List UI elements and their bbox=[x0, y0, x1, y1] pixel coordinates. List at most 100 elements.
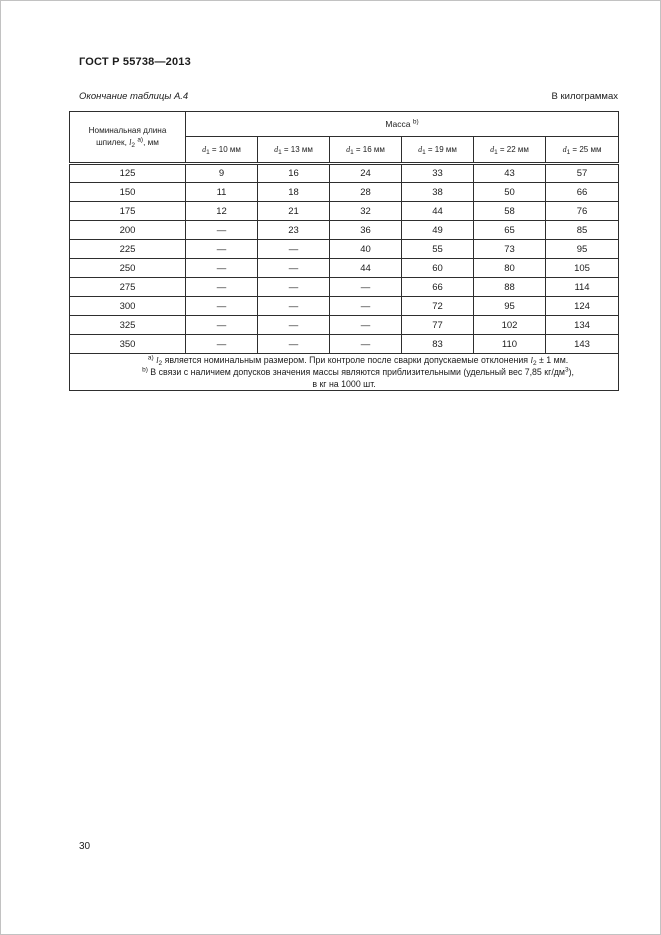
mass-cell: 124 bbox=[544, 296, 620, 316]
table-caption-row: Окончание таблицы А.4 В килограммах bbox=[79, 91, 618, 102]
mass-cell: 95 bbox=[544, 239, 620, 259]
mass-cell: 32 bbox=[329, 201, 402, 221]
mass-cell: — bbox=[329, 296, 402, 316]
diameter-header-cell: d1 = 13 мм bbox=[257, 136, 330, 164]
mass-cell: 83 bbox=[401, 334, 474, 354]
mass-cell: — bbox=[185, 220, 258, 240]
mass-cell: — bbox=[329, 277, 402, 297]
mass-cell: — bbox=[257, 258, 330, 278]
mass-cell: — bbox=[185, 315, 258, 335]
table-row: 350— — —83 110 143 bbox=[69, 334, 620, 354]
length-cell: 225 bbox=[69, 239, 186, 259]
length-header-line1: Номинальная длина bbox=[88, 125, 167, 135]
length-cell: 325 bbox=[69, 315, 186, 335]
length-cell: 300 bbox=[69, 296, 186, 316]
mass-cell: — bbox=[257, 315, 330, 335]
mass-cell: — bbox=[185, 258, 258, 278]
mass-cell: 38 bbox=[401, 182, 474, 202]
table-row: 125 9 16 24 33 43 57 bbox=[69, 162, 620, 183]
mass-cell: — bbox=[185, 334, 258, 354]
table-row: 325— — —77 102 134 bbox=[69, 315, 620, 335]
mass-cell: 16 bbox=[257, 162, 330, 183]
mass-cell: 28 bbox=[329, 182, 402, 202]
mass-cell: — bbox=[257, 239, 330, 259]
length-cell: 350 bbox=[69, 334, 186, 354]
diameter-header-row: d1 = 10 мм d1 = 13 мм d1 = 16 мм d1 = 19 мм… bbox=[70, 136, 620, 164]
mass-column-header: Масса b) bbox=[184, 111, 620, 137]
mass-cell: — bbox=[329, 334, 402, 354]
length-cell: 200 bbox=[69, 220, 186, 240]
mass-cell: 18 bbox=[257, 182, 330, 202]
length-cell: 275 bbox=[69, 277, 186, 297]
length-cell: 175 bbox=[69, 201, 186, 221]
mass-cell: 72 bbox=[401, 296, 474, 316]
table-row: 150 11 18 28 38 50 66 bbox=[69, 182, 620, 202]
mass-cell: — bbox=[257, 334, 330, 354]
diameter-header-cell: d1 = 25 мм bbox=[544, 136, 620, 164]
table-footnotes: a) l2 является номинальным размером. При… bbox=[68, 352, 620, 392]
mass-cell: — bbox=[257, 296, 330, 316]
mass-cell: 65 bbox=[473, 220, 546, 240]
mass-cell: 80 bbox=[473, 258, 546, 278]
mass-cell: 21 bbox=[257, 201, 330, 221]
mass-cell: 134 bbox=[544, 315, 620, 335]
document-number: ГОСТ Р 55738—2013 bbox=[79, 56, 191, 68]
footnote-a: a) l2 является номинальным размером. При… bbox=[147, 354, 569, 367]
units-note: В килограммах bbox=[551, 91, 619, 102]
mass-cell: 12 bbox=[185, 201, 258, 221]
diameter-header-cell: d1 = 19 мм bbox=[401, 136, 474, 164]
mass-cell: 24 bbox=[329, 162, 402, 183]
mass-cell: 114 bbox=[544, 277, 620, 297]
length-cell: 150 bbox=[69, 182, 186, 202]
diameter-header-cell: d1 = 22 мм bbox=[473, 136, 546, 164]
mass-cell: 110 bbox=[473, 334, 546, 354]
mass-cell: 95 bbox=[473, 296, 546, 316]
mass-cell: 40 bbox=[329, 239, 402, 259]
mass-cell: 73 bbox=[473, 239, 546, 259]
length-column-header: Номинальная длина шпилек, l2 a), мм bbox=[69, 111, 186, 164]
length-cell: 250 bbox=[69, 258, 186, 278]
diameter-header-cell: d1 = 16 мм bbox=[329, 136, 402, 164]
mass-cell: 23 bbox=[257, 220, 330, 240]
mass-cell: 60 bbox=[401, 258, 474, 278]
mass-cell: 55 bbox=[401, 239, 474, 259]
mass-cell: 66 bbox=[401, 277, 474, 297]
mass-cell: 57 bbox=[544, 162, 620, 183]
mass-cell: 49 bbox=[401, 220, 474, 240]
mass-cell: 9 bbox=[185, 162, 258, 183]
mass-cell: — bbox=[329, 315, 402, 335]
mass-cell: 50 bbox=[473, 182, 546, 202]
mass-cell: 58 bbox=[473, 201, 546, 221]
mass-cell: — bbox=[185, 296, 258, 316]
mass-cell: 77 bbox=[401, 315, 474, 335]
mass-cell: 88 bbox=[473, 277, 546, 297]
table-row: 175 12 21 32 44 58 76 bbox=[69, 201, 620, 221]
table-row: 275— — —66 88 114 bbox=[69, 277, 620, 297]
footnote-b-continuation: в кг на 1000 шт. bbox=[312, 379, 376, 390]
mass-cell: 11 bbox=[185, 182, 258, 202]
table-continuation-caption: Окончание таблицы А.4 bbox=[79, 91, 189, 102]
diameter-header-cell: d1 = 10 мм bbox=[185, 136, 258, 164]
mass-cell: 102 bbox=[473, 315, 546, 335]
footnotes-row: a) l2 является номинальным размером. При… bbox=[68, 352, 620, 392]
mass-cell: — bbox=[257, 277, 330, 297]
length-cell: 125 bbox=[69, 162, 186, 183]
table-row: 200—23 36 49 65 85 bbox=[69, 220, 620, 240]
mass-cell: 43 bbox=[473, 162, 546, 183]
mass-cell: 36 bbox=[329, 220, 402, 240]
mass-cell: — bbox=[185, 239, 258, 259]
table-row: 300— — —72 95 124 bbox=[69, 296, 620, 316]
mass-cell: 66 bbox=[544, 182, 620, 202]
table-header-row-top: Номинальная длина шпилек, l2 a), мм Масс… bbox=[69, 111, 620, 164]
studs-mass-table: Номинальная длина шпилек, l2 a), мм Масс… bbox=[68, 111, 620, 392]
table-row: 250— —44 60 80 105 bbox=[69, 258, 620, 278]
footnote-b: b) В связи с наличием допусков значения … bbox=[142, 366, 574, 390]
mass-cell: — bbox=[185, 277, 258, 297]
page-number: 30 bbox=[79, 841, 91, 852]
mass-cell: 33 bbox=[401, 162, 474, 183]
table-row: 225— —40 55 73 95 bbox=[69, 239, 620, 259]
mass-cell: 76 bbox=[544, 201, 620, 221]
mass-cell: 44 bbox=[329, 258, 402, 278]
mass-cell: 143 bbox=[544, 334, 620, 354]
